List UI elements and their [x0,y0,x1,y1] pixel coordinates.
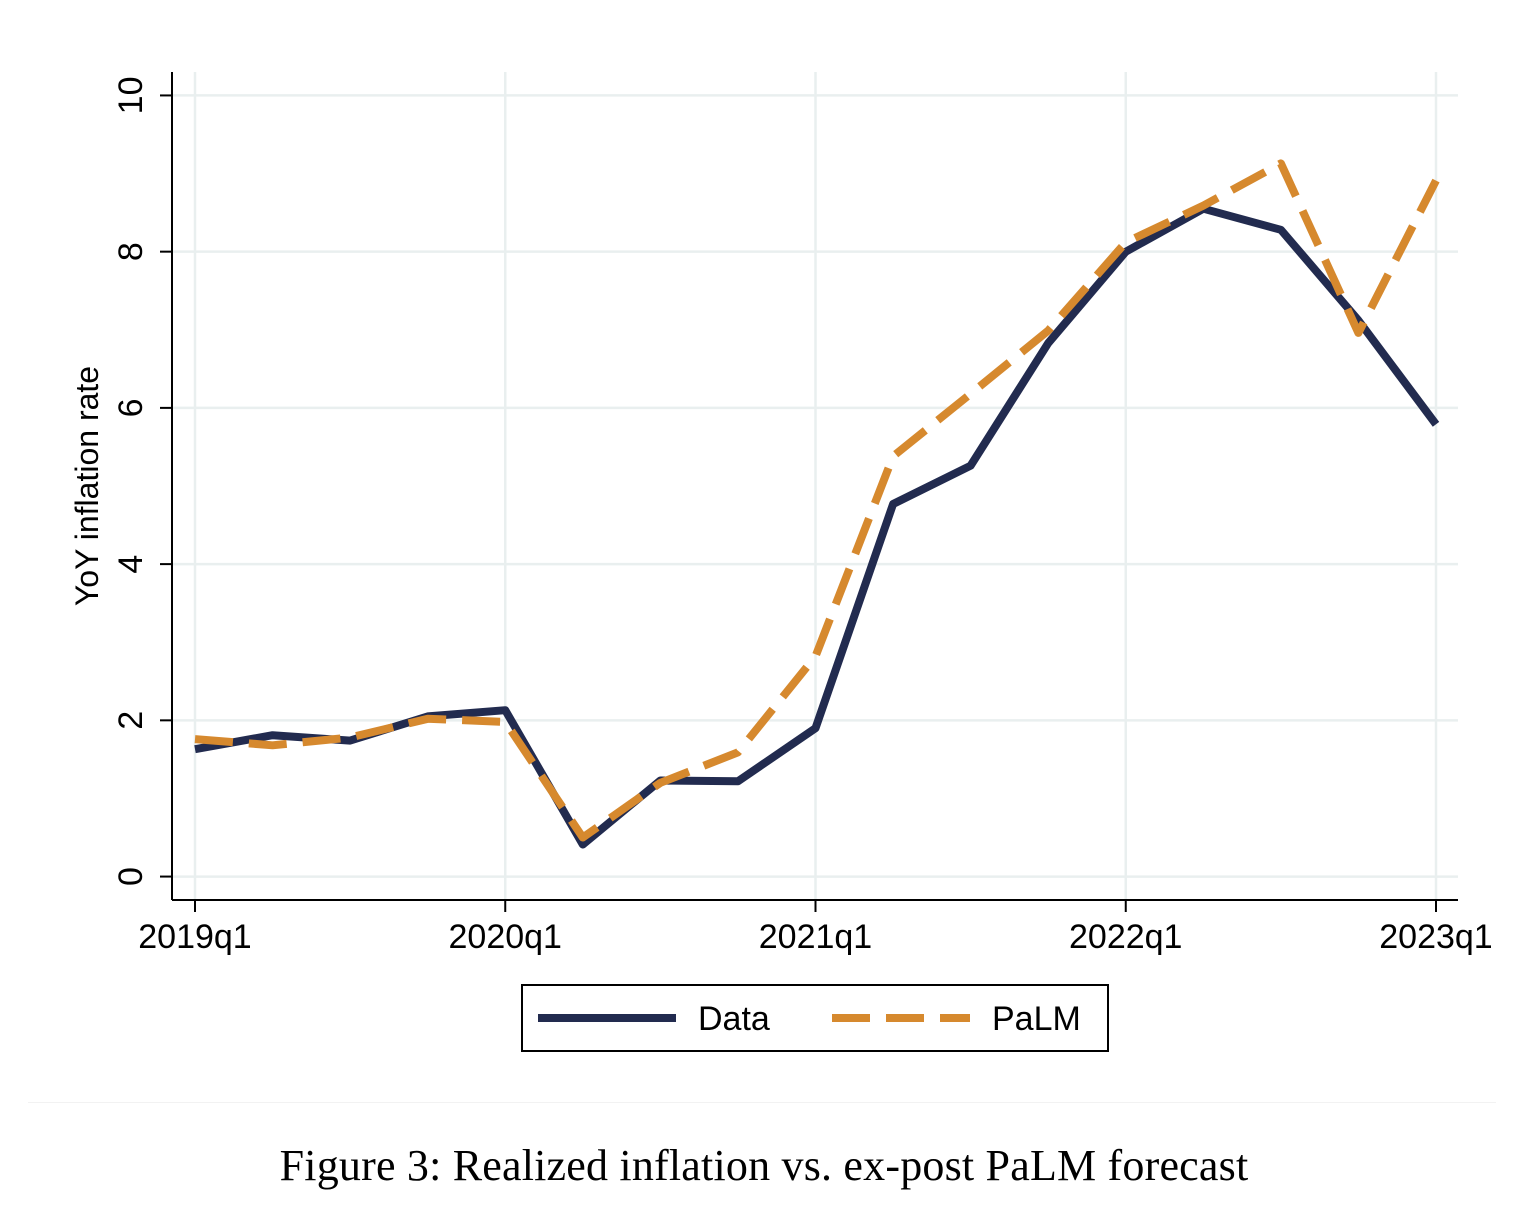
series-lines [194,159,1440,849]
legend-label-data: Data [698,1000,770,1038]
x-tick-label: 2023q1 [1379,918,1492,956]
x-tick-label: 2019q1 [138,918,251,956]
x-tick-label: 2022q1 [1069,918,1182,956]
legend: Data PaLM [521,984,1109,1052]
y-tick-label: 4 [112,555,150,574]
legend-label-palm: PaLM [992,1000,1081,1038]
axes: 0 2 4 6 8 10 2019q1 2020q1 2021q1 2022q1 2023q1 [112,72,1493,956]
y-tick-label: 10 [112,77,150,115]
caption-divider [28,1102,1496,1103]
line-chart: 0 2 4 6 8 10 2019q1 2020q1 2021q1 2022q1 2023q1 Yo… [69,72,1493,1052]
gridlines [172,72,1458,900]
y-tick-label: 6 [112,398,150,417]
series-line-data [194,204,1440,849]
figure-caption: Figure 3: Realized inflation vs. ex-post… [279,1141,1249,1190]
x-tick-label: 2020q1 [449,918,562,956]
y-tick-label: 2 [112,711,150,730]
y-axis-title: YoY inflation rate [69,366,105,606]
y-tick-label: 0 [112,867,150,886]
y-tick-label: 8 [112,242,150,261]
x-tick-label: 2021q1 [759,918,872,956]
